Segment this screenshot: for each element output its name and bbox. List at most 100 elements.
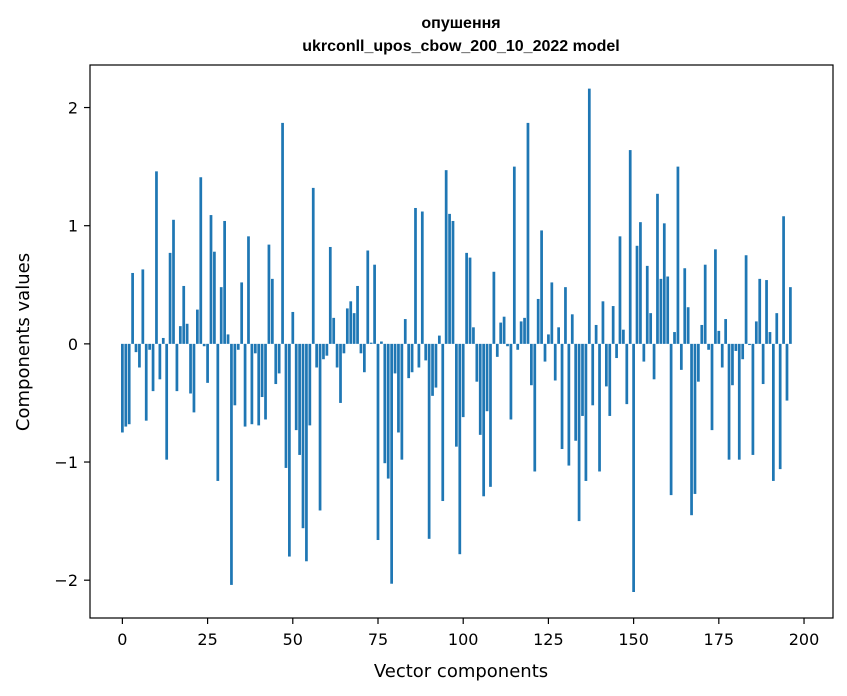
bar xyxy=(782,216,785,344)
bar xyxy=(635,245,639,344)
bar xyxy=(434,343,438,388)
bar xyxy=(720,343,724,368)
bar xyxy=(710,343,714,431)
y-tick-label: 1 xyxy=(68,217,78,236)
x-axis: 0 25 50 75 100 125 150 175 200 xyxy=(117,618,819,649)
bar xyxy=(683,268,687,344)
bar xyxy=(737,343,741,460)
bar xyxy=(209,215,213,344)
bar xyxy=(311,187,315,344)
bar xyxy=(601,301,605,344)
bar xyxy=(165,343,169,460)
bar xyxy=(472,327,475,344)
bar xyxy=(608,343,612,416)
bar xyxy=(131,272,134,344)
x-tick-label: 25 xyxy=(197,630,217,649)
bar xyxy=(785,343,789,401)
bar xyxy=(253,343,257,354)
bar xyxy=(673,332,676,344)
bar xyxy=(639,222,642,344)
bar xyxy=(625,343,629,405)
bar xyxy=(298,343,301,455)
bar xyxy=(158,343,162,380)
bar xyxy=(431,343,434,396)
bar xyxy=(734,343,738,351)
bar xyxy=(294,343,298,431)
bar xyxy=(584,343,588,481)
bar xyxy=(465,252,468,344)
bar xyxy=(230,343,233,585)
bar xyxy=(206,343,209,383)
x-tick-label: 50 xyxy=(283,630,303,649)
bar xyxy=(587,88,591,344)
bar xyxy=(744,255,748,344)
bar xyxy=(482,343,486,497)
bar xyxy=(178,326,182,344)
bar xyxy=(652,343,656,380)
bar xyxy=(335,343,339,368)
bar xyxy=(550,282,554,344)
bar xyxy=(632,343,635,592)
bar xyxy=(247,236,250,344)
bar xyxy=(516,343,520,350)
bar xyxy=(281,122,284,344)
bar xyxy=(642,343,646,362)
bar xyxy=(420,211,424,344)
bar xyxy=(622,329,625,344)
bar xyxy=(693,343,697,494)
chart-title-line1: опушення xyxy=(421,15,500,32)
y-axis: −2 −1 0 1 2 xyxy=(54,99,90,590)
bar xyxy=(628,150,632,344)
bar xyxy=(598,343,601,472)
bar xyxy=(216,343,220,481)
bar xyxy=(697,343,700,382)
plot-frame xyxy=(89,64,834,619)
x-axis-label: Vector components xyxy=(374,661,548,682)
bar xyxy=(427,343,431,539)
x-tick-label: 175 xyxy=(704,630,735,649)
bar xyxy=(155,171,158,344)
bar xyxy=(277,343,281,374)
bar xyxy=(134,343,138,353)
bar xyxy=(649,313,653,344)
bar xyxy=(356,285,359,344)
bar xyxy=(758,278,762,344)
x-tick-label: 0 xyxy=(117,630,127,649)
bar xyxy=(366,250,370,344)
bar xyxy=(233,343,237,406)
bar xyxy=(213,251,216,344)
bar xyxy=(345,308,349,344)
bar xyxy=(393,343,397,374)
y-tick-label: 0 xyxy=(68,335,78,354)
bar xyxy=(512,166,516,344)
bar xyxy=(219,287,223,344)
bar xyxy=(468,257,472,344)
bar xyxy=(257,343,261,426)
bar xyxy=(748,343,751,346)
bar xyxy=(127,343,131,425)
bar xyxy=(260,343,264,398)
x-tick-label: 200 xyxy=(789,630,820,649)
bar xyxy=(611,306,615,344)
x-tick-label: 150 xyxy=(618,630,649,649)
bar xyxy=(451,220,455,344)
bar xyxy=(448,213,451,344)
bar xyxy=(703,264,707,344)
bar xyxy=(322,343,325,360)
bar xyxy=(594,324,598,344)
bar xyxy=(397,343,400,433)
bar xyxy=(547,334,550,344)
bar xyxy=(461,343,465,418)
y-axis-label: Components values xyxy=(13,253,34,431)
bar xyxy=(151,343,155,392)
bar xyxy=(380,341,383,344)
bar xyxy=(339,343,342,403)
bar xyxy=(148,343,152,350)
bar xyxy=(604,343,608,387)
bar xyxy=(288,343,291,557)
bar xyxy=(581,343,584,416)
bar xyxy=(591,343,595,406)
bar xyxy=(714,249,717,344)
bar xyxy=(499,322,503,344)
